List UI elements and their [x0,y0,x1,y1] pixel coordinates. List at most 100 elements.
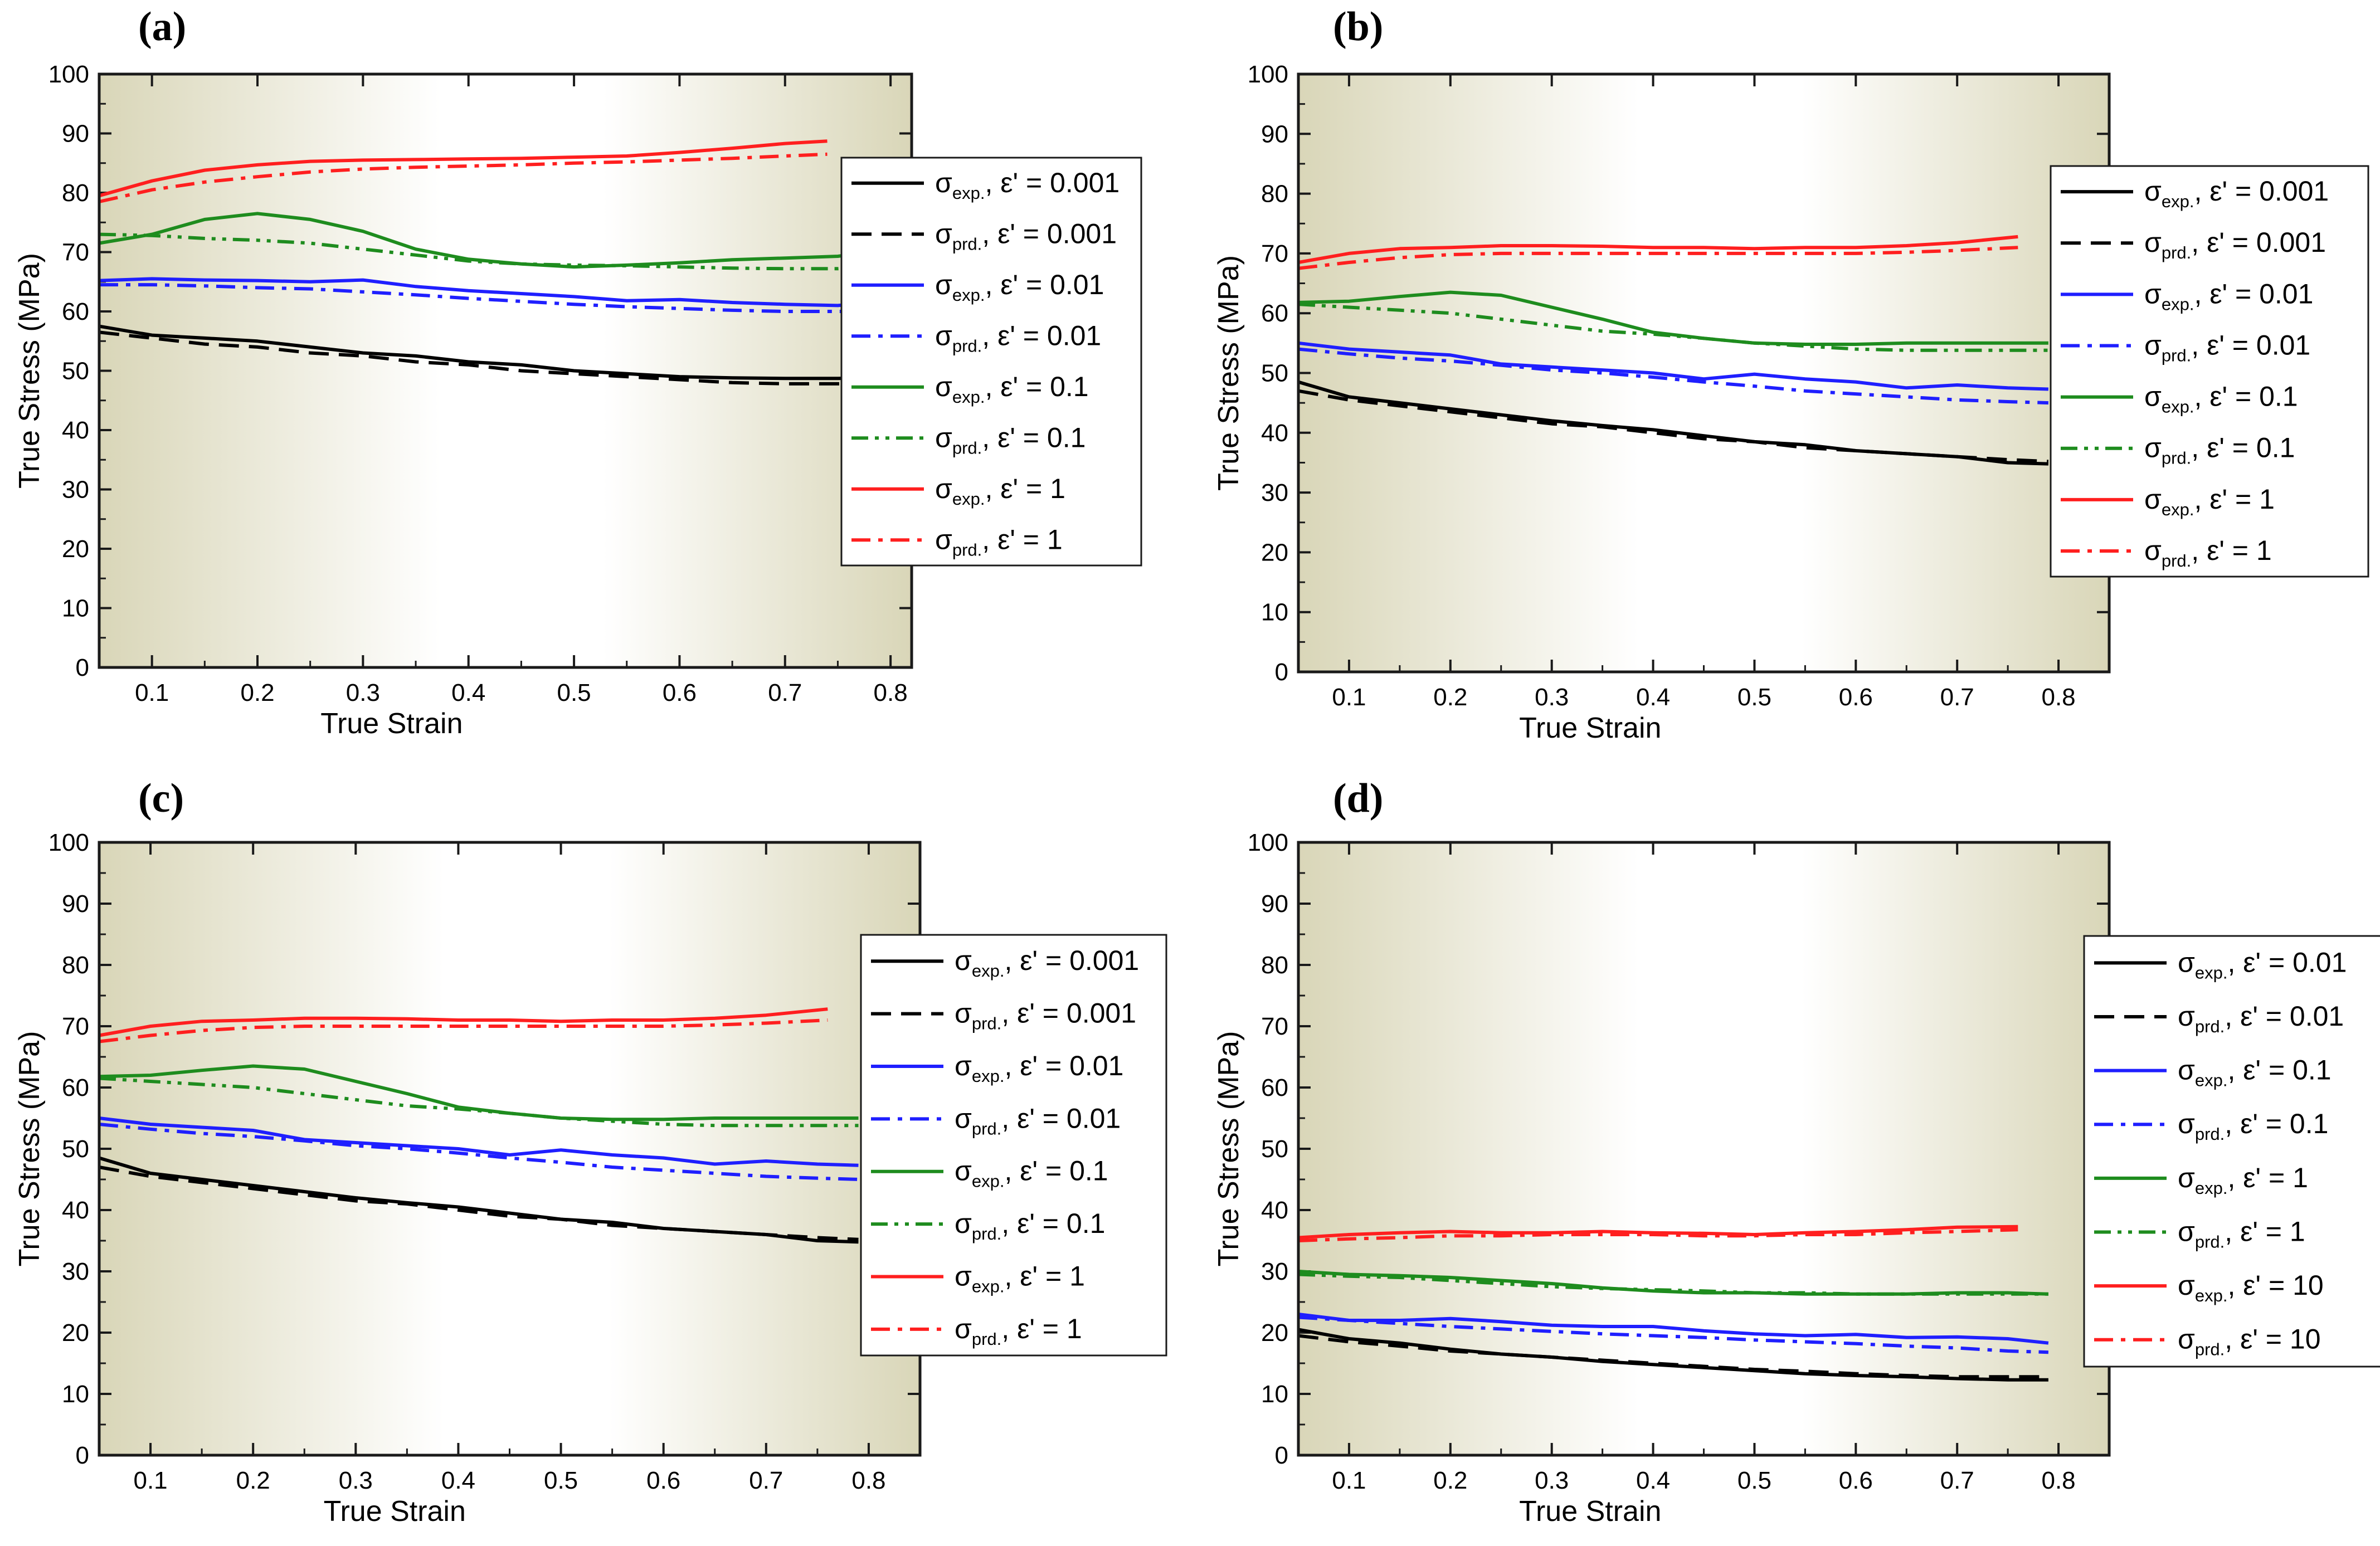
y-tick-label: 0 [1275,1442,1288,1469]
y-tick-label: 20 [1261,1319,1288,1347]
y-tick-label: 90 [62,120,89,148]
legend-subscript: prd. [952,438,982,457]
legend-subscript: exp. [2195,1178,2228,1198]
legend-rate: 0.001 [1069,945,1139,976]
legend-rate: 1 [2256,535,2272,566]
legend-entry: σprd., ε' = 0.1 [955,1208,1105,1243]
x-tick-label: 0.8 [874,679,908,706]
legend-entry: σprd., ε' = 0.01 [935,320,1101,355]
x-tick-label: 0.4 [451,679,485,706]
y-tick-label: 90 [1261,890,1288,918]
x-tick-label: 0.8 [851,1467,885,1494]
legend-entry: σexp., ε' = 0.01 [935,269,1104,305]
x-tick-label: 0.1 [1332,1467,1366,1494]
legend-rate: 0.1 [2290,1108,2329,1139]
legend-entry: σprd., ε' = 0.01 [955,1103,1121,1138]
legend-box [2050,165,2369,578]
y-tick-label: 0 [76,654,89,681]
legend-subscript: prd. [952,540,982,559]
legend-box [2083,935,2380,1368]
x-tick-label: 0.8 [2041,1467,2075,1494]
legend-rate: 0.1 [2256,432,2295,464]
y-tick-label: 100 [48,61,89,88]
legend-subscript: exp. [2162,500,2194,519]
x-axis-label: True Strain [324,1495,466,1528]
y-tick-label: 100 [1248,61,1288,88]
plot-area [99,842,920,1455]
chart-panel-b: (b) 0 10 20 30 40 50 60 70 80 90 100 0.1 0.2 0.3 0.4 0.5… [1213,4,2369,744]
legend-rate: 1 [2259,484,2275,515]
legend: σexp., ε' = 0.001 σprd., ε' = 0.001 σexp.,… [860,934,1167,1357]
legend-rate: 1 [1069,1260,1085,1291]
y-tick-label: 100 [48,829,89,856]
legend-rate: 0.1 [1050,371,1089,402]
legend-subscript: prd. [972,1329,1001,1349]
x-axis-label: True Strain [1519,1495,1661,1528]
x-tick-label: 0.1 [1332,684,1366,711]
y-tick-label: 50 [62,1135,89,1163]
series-line-exp-0p1 [99,212,870,269]
legend-subscript: prd. [2162,448,2191,468]
x-tick-label: 0.2 [236,1467,270,1494]
y-tick-label: 70 [1261,1013,1288,1040]
legend-subscript: prd. [972,1224,1001,1243]
series-line-prd-0p1 [1298,303,2048,352]
y-tick-label: 60 [62,1074,89,1101]
legend-subscript: prd. [2162,551,2191,570]
legend-subscript: exp. [2162,192,2194,211]
x-tick-label: 0.2 [1433,1467,1467,1494]
series-line-prd-0p001 [99,1165,859,1241]
legend-rate: 0.01 [1067,1103,1121,1134]
y-tick-label: 100 [1248,829,1288,856]
y-tick-label: 10 [62,595,89,622]
legend-subscript: exp. [2162,397,2194,417]
legend-rate: 0.001 [1050,167,1120,198]
chart-panel-d: (d) 0 10 20 30 40 50 60 70 80 90 100 0.1 0.2 0.3 0.4 0.5… [1213,776,2380,1528]
plot-area [1298,74,2109,672]
series-line-prd-0p1 [99,232,870,271]
legend-entry: σexp., ε' = 10 [2178,1270,2324,1305]
series-line-exp-0p01 [99,277,870,308]
legend-subscript: prd. [972,1014,1001,1033]
x-tick-label: 0.5 [544,1467,578,1494]
legend-rate: 0.01 [2290,1001,2344,1032]
legend-entry: σexp., ε' = 1 [2144,484,2275,519]
legend-box [840,157,1142,567]
legend-subscript: prd. [952,336,982,355]
series-line-prd-0p01 [99,1123,859,1181]
x-tick-label: 0.6 [663,679,697,706]
x-tick-label: 0.4 [441,1467,475,1494]
series-line-prd-0p01 [99,283,870,313]
series-line-prd-10 [1298,1228,2018,1242]
legend: σexp., ε' = 0.01 σprd., ε' = 0.01 σexp., ε… [2083,935,2380,1368]
legend-subscript: prd. [2195,1124,2225,1144]
y-tick-label: 30 [1261,479,1288,506]
x-tick-label: 0.7 [1940,684,1974,711]
y-tick-label: 30 [1261,1258,1288,1285]
y-tick-label: 50 [1261,1135,1288,1163]
legend-box [860,934,1167,1357]
legend-subscript: exp. [2195,963,2228,982]
y-tick-label: 80 [62,179,89,207]
series-line-exp-1 [99,1007,828,1037]
legend-entry: σexp., ε' = 0.1 [955,1155,1108,1191]
y-axis-label: True Stress (MPa) [13,253,46,489]
y-tick-label: 20 [1261,539,1288,566]
y-tick-label: 20 [62,1319,89,1347]
legend-rate: 1 [1047,524,1063,555]
legend-entry: σexp., ε' = 0.1 [935,371,1089,407]
x-tick-label: 0.4 [1636,1467,1670,1494]
series-line-prd-0p001 [99,330,870,386]
series-line-exp-0p01 [1298,341,2048,391]
y-tick-label: 60 [1261,300,1288,327]
series-line-exp-0p1 [99,1064,859,1121]
y-axis-label: True Stress (MPa) [1213,1031,1245,1267]
legend-entry: σprd., ε' = 1 [935,524,1063,559]
legend-entry: σprd., ε' = 0.01 [2178,1001,2344,1036]
legend-entry: σprd., ε' = 0.001 [935,218,1117,253]
legend-subscript: prd. [972,1119,1001,1138]
x-tick-label: 0.1 [135,679,169,706]
legend-subscript: exp. [972,961,1005,981]
legend-entry: σprd., ε' = 0.1 [935,422,1086,457]
